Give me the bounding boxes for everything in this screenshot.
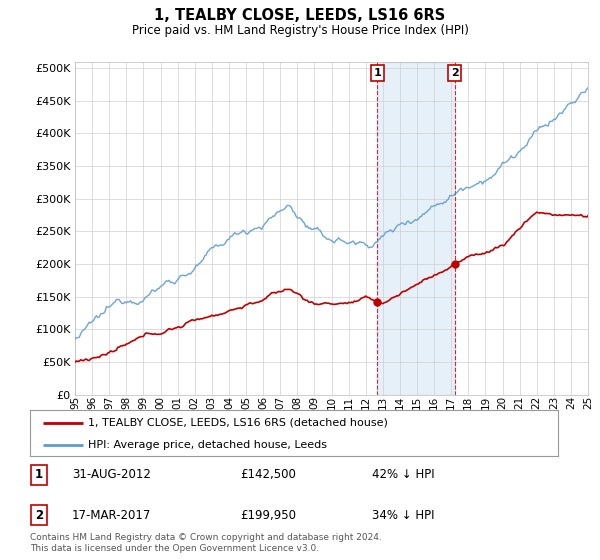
Text: Contains HM Land Registry data © Crown copyright and database right 2024.
This d: Contains HM Land Registry data © Crown c… <box>30 533 382 553</box>
Text: HPI: Average price, detached house, Leeds: HPI: Average price, detached house, Leed… <box>88 440 327 450</box>
Text: 17-MAR-2017: 17-MAR-2017 <box>72 508 151 522</box>
Text: 42% ↓ HPI: 42% ↓ HPI <box>372 468 434 482</box>
Text: 1: 1 <box>35 468 43 482</box>
Text: 1, TEALBY CLOSE, LEEDS, LS16 6RS (detached house): 1, TEALBY CLOSE, LEEDS, LS16 6RS (detach… <box>88 418 388 428</box>
Text: 1: 1 <box>373 68 381 78</box>
Text: £142,500: £142,500 <box>240 468 296 482</box>
Text: 1, TEALBY CLOSE, LEEDS, LS16 6RS: 1, TEALBY CLOSE, LEEDS, LS16 6RS <box>154 8 446 24</box>
Text: 31-AUG-2012: 31-AUG-2012 <box>72 468 151 482</box>
Text: 2: 2 <box>35 508 43 522</box>
Text: £199,950: £199,950 <box>240 508 296 522</box>
Text: 34% ↓ HPI: 34% ↓ HPI <box>372 508 434 522</box>
Text: 2: 2 <box>451 68 458 78</box>
Bar <box>377 62 455 395</box>
Text: Price paid vs. HM Land Registry's House Price Index (HPI): Price paid vs. HM Land Registry's House … <box>131 24 469 36</box>
